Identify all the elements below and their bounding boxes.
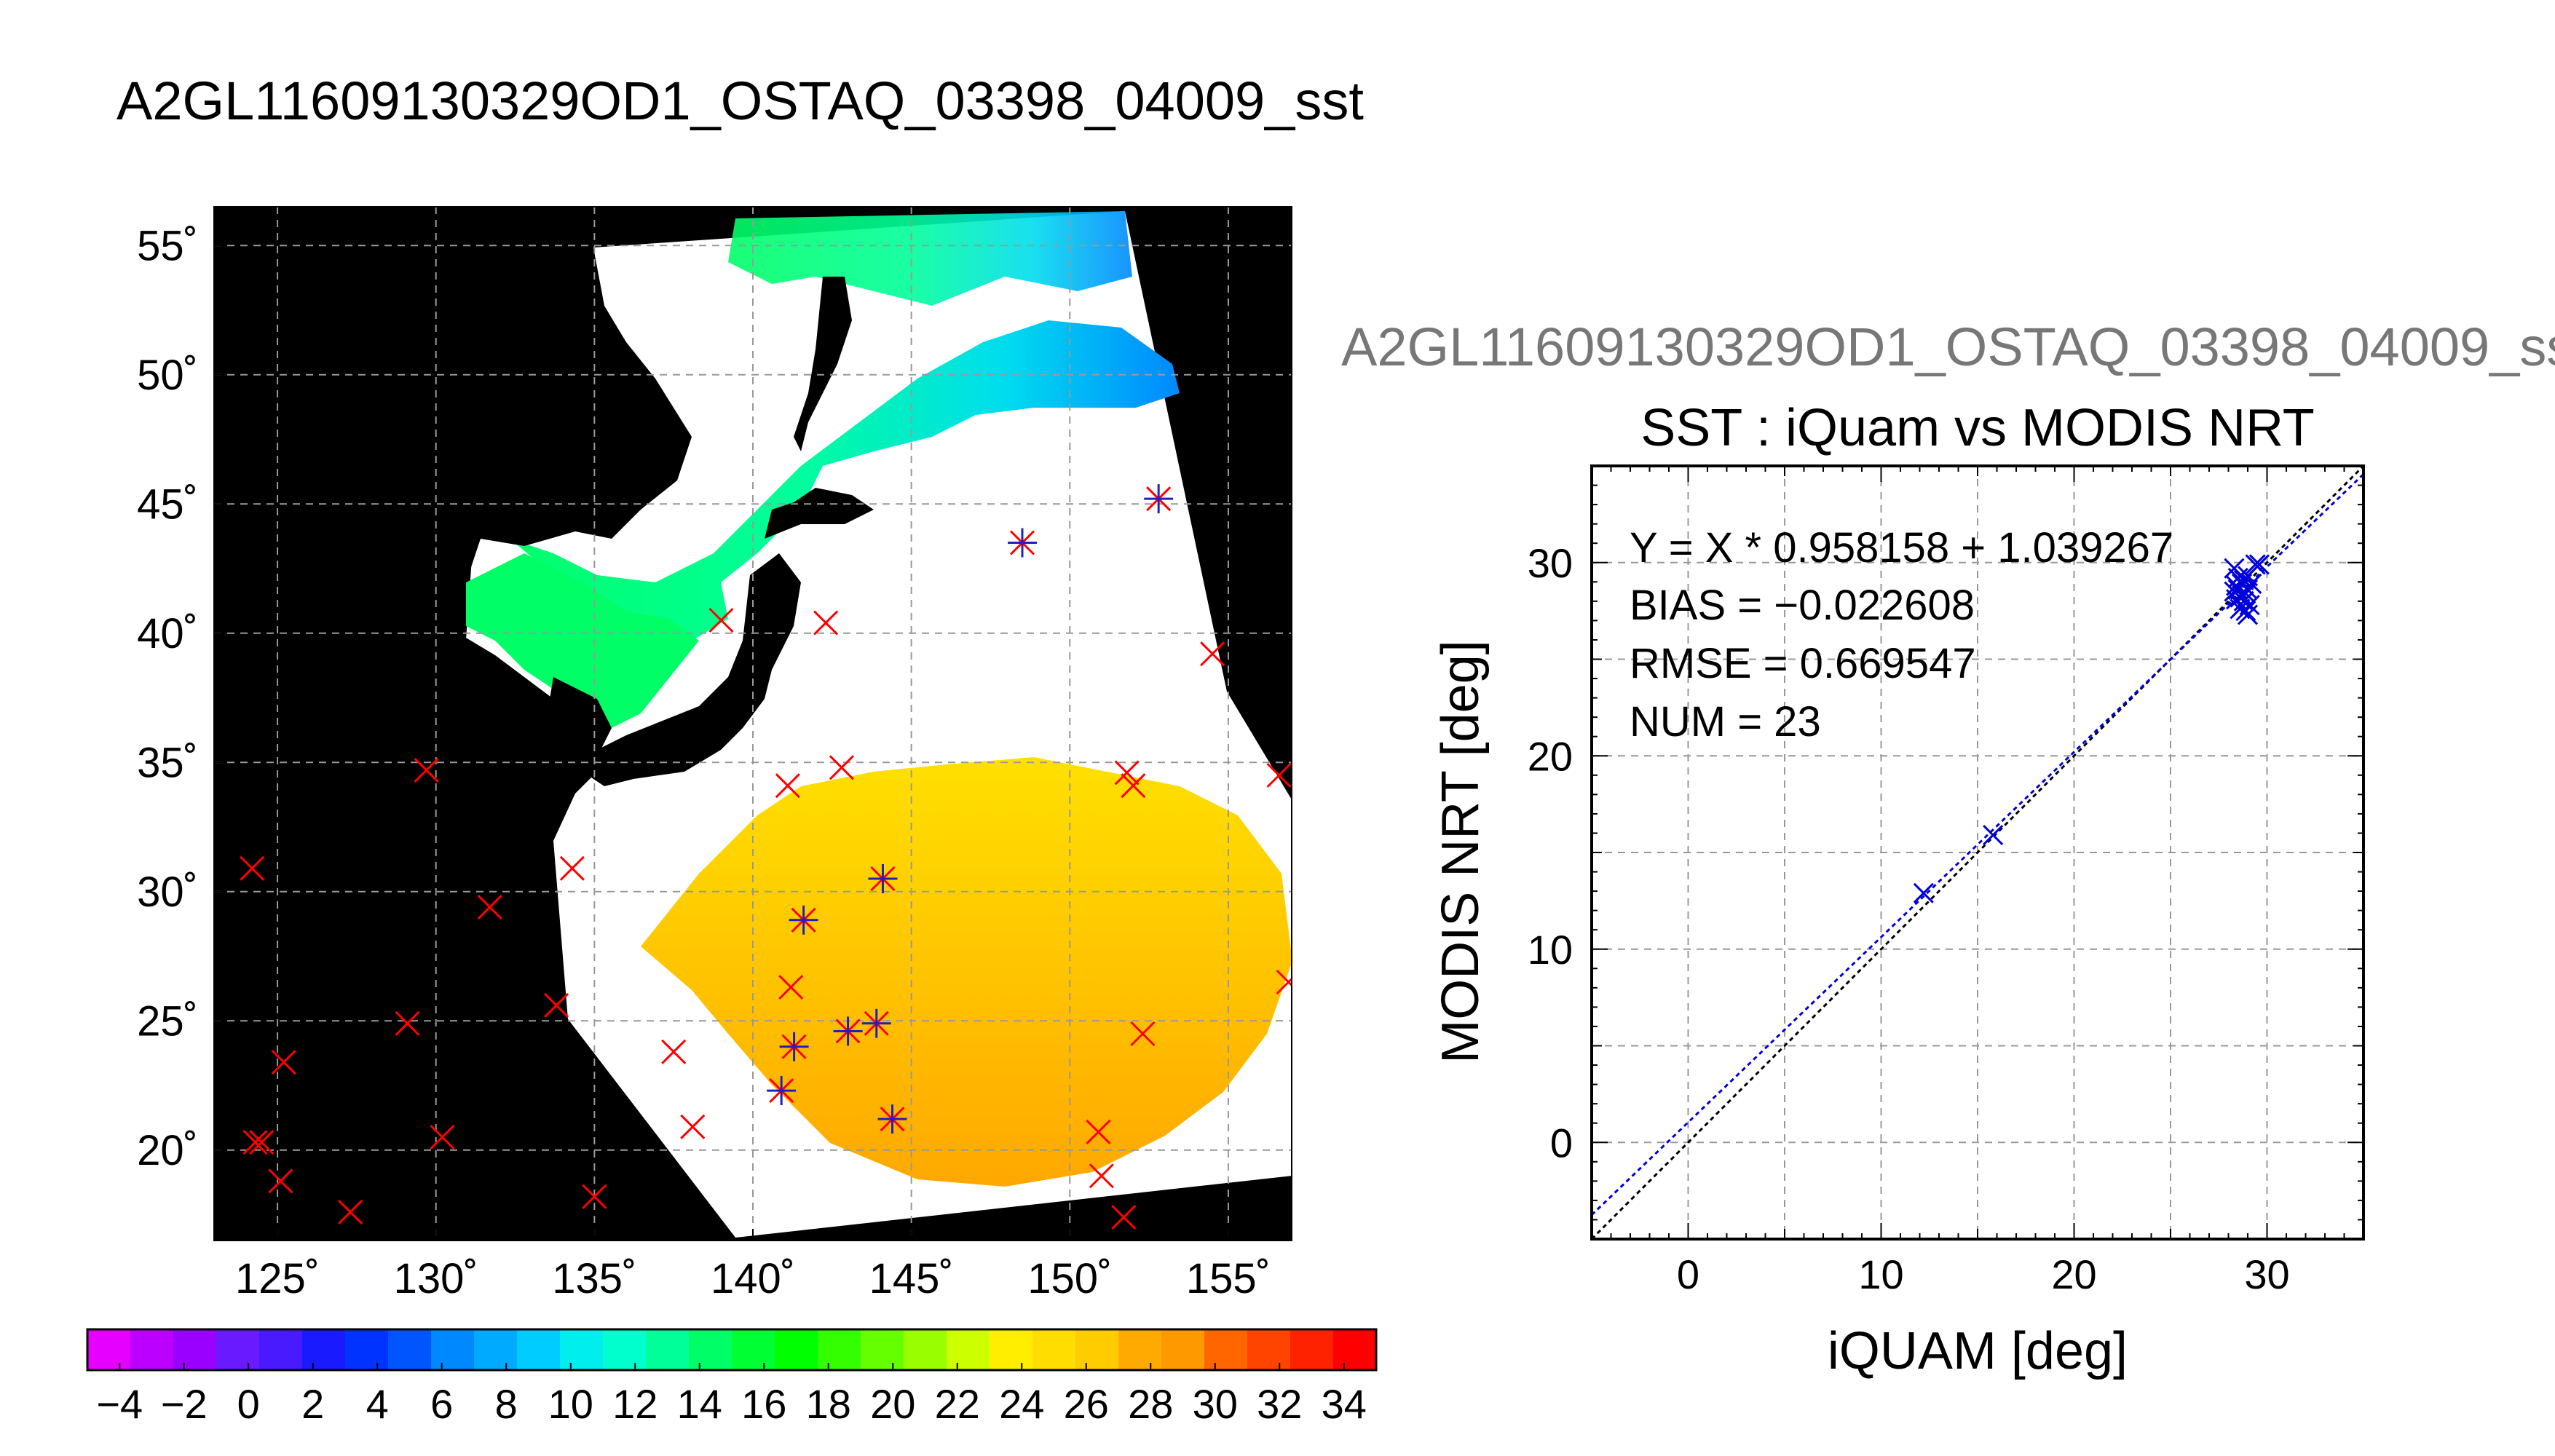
station-marker-red <box>1121 773 1146 799</box>
scatter-overflow-title: A2GL11609130329OD1_OSTAQ_03398_04009_sst <box>1341 317 2555 377</box>
station-marker-matched <box>1008 528 1037 558</box>
station-marker-red <box>395 1010 420 1036</box>
map-lat-label: 25˚ <box>137 997 198 1045</box>
station-marker-red <box>1200 641 1225 667</box>
map-lat-label: 40˚ <box>137 610 198 657</box>
station-marker-red <box>775 773 800 799</box>
station-marker-red <box>477 894 502 920</box>
map-lat-label: 35˚ <box>137 739 198 786</box>
map-lat-label: 45˚ <box>137 480 198 528</box>
map-lon-label: 130˚ <box>394 1255 478 1302</box>
station-marker-matched <box>861 1008 891 1038</box>
map-lon-label: 145˚ <box>869 1255 954 1302</box>
station-marker-matched <box>868 864 898 893</box>
station-marker-red <box>1276 969 1292 995</box>
map-lon-label: 155˚ <box>1186 1255 1271 1302</box>
sst-sea-of-japan <box>466 553 699 728</box>
map-markers <box>240 484 1292 1230</box>
station-marker-matched <box>779 1032 809 1061</box>
map-graticule <box>214 207 1292 1241</box>
station-marker-red <box>430 1124 455 1150</box>
map-lon-label: 150˚ <box>1027 1255 1112 1302</box>
map-lon-label: 125˚ <box>235 1255 320 1302</box>
figure-title: A2GL11609130329OD1_OSTAQ_03398_04009_sst <box>117 71 1364 131</box>
station-marker-red <box>1114 760 1140 786</box>
station-marker-red <box>544 992 569 1018</box>
station-marker-matched <box>833 1016 863 1046</box>
sst-south-region <box>641 757 1292 1187</box>
station-marker-red <box>661 1039 687 1064</box>
land-sakhalin <box>794 277 852 451</box>
station-marker-red <box>778 975 804 1000</box>
station-marker-matched <box>789 905 818 935</box>
station-marker-red <box>559 855 585 881</box>
station-marker-red <box>829 755 854 780</box>
map-axis-ticks: 125˚ 130˚ 135˚ 140˚ 145˚ 150˚ 155˚ 55˚ 50˚ 45˚ 40˚… <box>137 222 1271 1302</box>
map-lon-label: 140˚ <box>711 1255 795 1302</box>
land-hokkaido <box>765 488 874 539</box>
station-marker-red <box>242 1130 268 1155</box>
station-marker-red <box>1086 1119 1111 1144</box>
station-marker-red <box>271 1049 296 1075</box>
station-marker-red <box>1111 1204 1137 1230</box>
station-marker-red <box>268 1168 293 1194</box>
station-marker-red <box>240 855 265 881</box>
land-japan <box>583 553 801 786</box>
sst-north-band <box>728 211 1132 306</box>
map-lon-label: 135˚ <box>552 1255 636 1302</box>
station-marker-matched <box>767 1076 797 1106</box>
map-lat-label: 50˚ <box>137 352 198 399</box>
station-marker-red <box>338 1199 363 1225</box>
land-asia <box>214 207 735 1241</box>
station-marker-red <box>708 607 734 633</box>
sst-north-region <box>473 320 1180 641</box>
station-marker-matched <box>877 1104 907 1134</box>
station-marker-red <box>813 610 839 636</box>
map-lat-label: 55˚ <box>137 222 198 269</box>
map-lat-label: 20˚ <box>137 1127 198 1174</box>
map-imagery <box>214 207 1292 1241</box>
map-lat-label: 30˚ <box>137 869 198 916</box>
station-marker-matched <box>1144 484 1174 514</box>
land-korea <box>546 677 612 772</box>
station-marker-red <box>1130 1021 1156 1047</box>
station-marker-red <box>1266 762 1292 788</box>
station-marker-red <box>249 1130 275 1155</box>
station-marker-red <box>582 1184 607 1209</box>
station-marker-red <box>1089 1163 1114 1189</box>
station-marker-red <box>680 1114 706 1139</box>
station-marker-red <box>414 757 439 783</box>
